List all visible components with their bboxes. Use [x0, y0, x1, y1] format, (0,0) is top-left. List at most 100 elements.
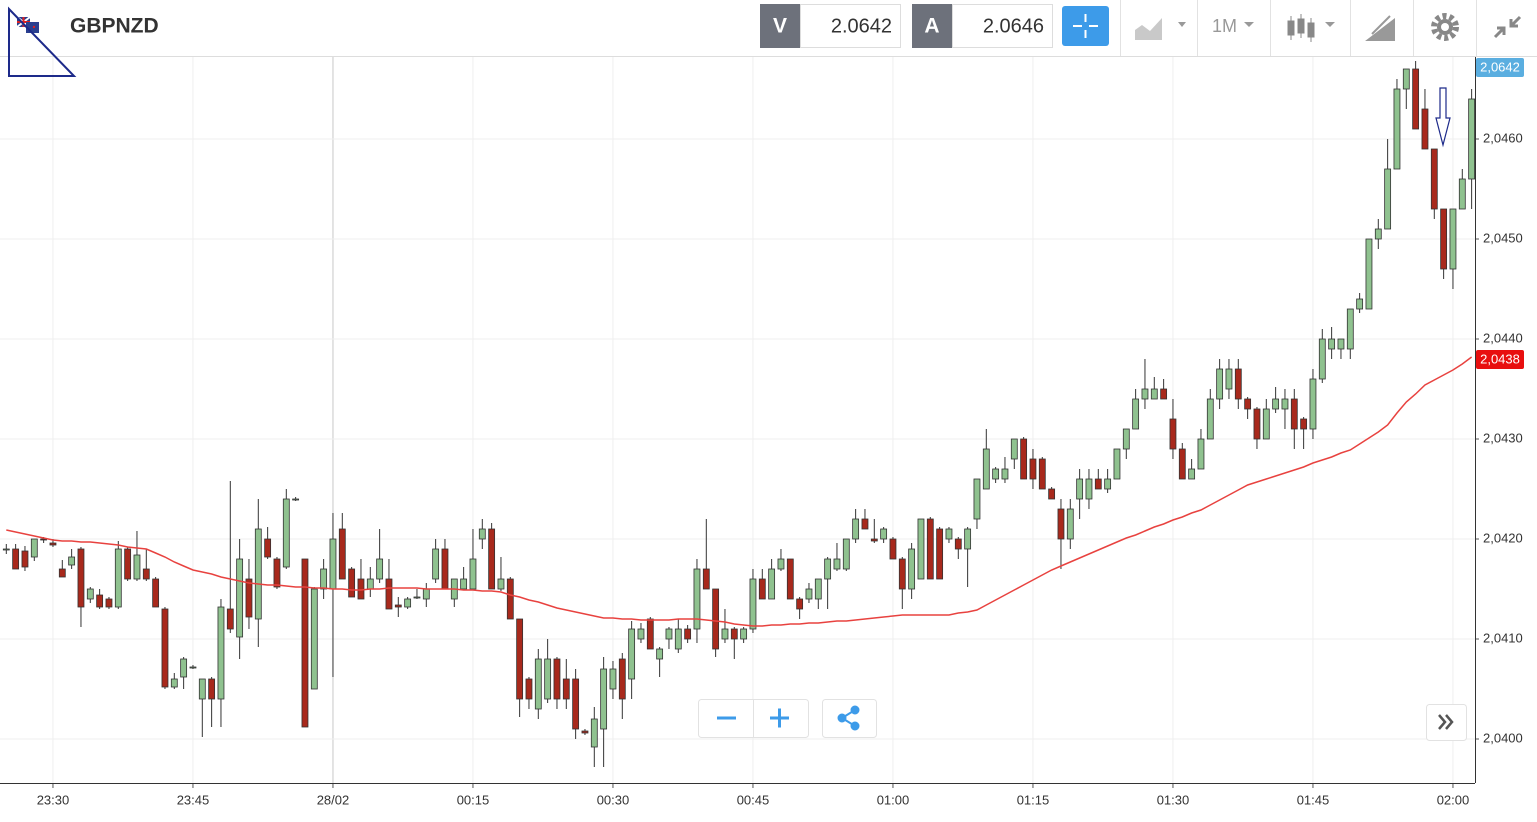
- crosshair-icon: [1073, 14, 1098, 38]
- settings-button[interactable]: [1431, 13, 1459, 41]
- candle-body: [1066, 508, 1074, 540]
- candle-body: [1048, 488, 1056, 500]
- x-tick-label: 02:00: [1437, 792, 1470, 807]
- candle-body: [441, 548, 449, 590]
- x-tick-label: 00:45: [737, 792, 770, 807]
- share-button[interactable]: [837, 705, 860, 731]
- candle-body: [917, 518, 925, 580]
- candle-body: [161, 608, 169, 688]
- candle-body: [236, 558, 244, 638]
- candle-body: [954, 538, 962, 550]
- timeframe[interactable]: 1M: [1212, 16, 1237, 36]
- candle-body: [1318, 338, 1326, 380]
- candle-body: [310, 588, 318, 690]
- y-tick-label: 2,0420: [1483, 530, 1523, 545]
- candle-body: [1281, 398, 1289, 410]
- candle-body: [880, 528, 888, 540]
- separators: [1120, 0, 1477, 56]
- candle-body: [833, 558, 841, 570]
- scroll-right-button[interactable]: [1438, 714, 1454, 730]
- candle-body: [590, 718, 598, 748]
- candle-body: [86, 588, 94, 600]
- candle-body: [1402, 68, 1410, 90]
- candle-body: [964, 528, 972, 550]
- y-tick-label: 2,0450: [1483, 230, 1523, 245]
- ask-button[interactable]: [912, 4, 952, 48]
- bid-button[interactable]: [760, 4, 800, 48]
- candle-body: [77, 548, 85, 608]
- candle-body: [1328, 338, 1336, 350]
- candle-body: [572, 678, 580, 730]
- collapse-button[interactable]: [1493, 15, 1522, 39]
- candle-body: [609, 668, 617, 690]
- candle-body: [1113, 448, 1121, 480]
- candle-body: [1272, 398, 1280, 410]
- x-tick-label: 01:45: [1297, 792, 1330, 807]
- candle-body: [254, 528, 262, 620]
- candle-body: [282, 498, 290, 568]
- candle-body: [245, 578, 253, 618]
- candle-body: [712, 588, 720, 650]
- candle-body: [506, 578, 514, 620]
- candle-body: [152, 578, 160, 608]
- candle-body: [58, 568, 66, 578]
- candle-body: [861, 518, 869, 530]
- candle-body: [1094, 478, 1102, 490]
- zoom-controls: [698, 699, 1467, 741]
- candle-body: [992, 468, 1000, 480]
- y-tick-label: 2,0400: [1483, 730, 1523, 745]
- candle-body: [973, 478, 981, 520]
- candle-body: [740, 628, 748, 640]
- candle-body: [1412, 68, 1420, 130]
- candle-body: [170, 678, 178, 688]
- candle-body: [40, 538, 48, 541]
- candle-body: [1290, 398, 1298, 430]
- candle-body: [1178, 448, 1186, 480]
- x-tick-label: 00:30: [597, 792, 630, 807]
- scroll-right-box: [1426, 704, 1467, 741]
- x-tick-label: 01:00: [877, 792, 910, 807]
- candle-body: [264, 538, 272, 558]
- candle-body: [758, 578, 766, 600]
- candle-body: [478, 528, 486, 540]
- x-tick-label: 01:15: [1017, 792, 1050, 807]
- candle-body: [1085, 478, 1093, 500]
- zoom-in-button[interactable]: [770, 708, 789, 728]
- x-tick-label: 00:15: [457, 792, 490, 807]
- price-tag: 2,0642: [1480, 59, 1520, 74]
- candle-body: [982, 448, 990, 490]
- candle-body: [142, 568, 150, 580]
- candle-body: [628, 628, 636, 680]
- candle-type-button[interactable]: [1287, 14, 1335, 42]
- toolbar: GBPNZD V 2.0642 A 2.0646 1M: [0, 0, 1537, 77]
- bid-label: V: [773, 15, 787, 38]
- candle-body: [693, 568, 701, 630]
- candle-body: [1393, 88, 1401, 170]
- candle-body: [338, 528, 346, 580]
- candle-body: [534, 658, 542, 710]
- candle-body: [1169, 418, 1177, 450]
- candle-body: [656, 648, 664, 660]
- x-tick-label: 23:45: [177, 792, 210, 807]
- candle-body: [301, 558, 309, 728]
- candle-body: [525, 678, 533, 700]
- candle-body: [1458, 178, 1466, 210]
- candle-body: [1197, 438, 1205, 470]
- candle-body: [1365, 238, 1373, 310]
- candle-body: [842, 538, 850, 570]
- ma-tag: 2,0438: [1480, 351, 1520, 366]
- drawing-button[interactable]: [1365, 15, 1395, 41]
- candle-body: [824, 558, 832, 580]
- candle-body: [1057, 508, 1065, 540]
- crosshair-button[interactable]: [1062, 6, 1109, 46]
- candle-body: [1206, 398, 1214, 440]
- candle-body: [432, 548, 440, 580]
- candle-body: [908, 548, 916, 590]
- moving-average-line: [6, 356, 1473, 627]
- candle-body: [1122, 428, 1130, 450]
- candle-body: [1468, 98, 1476, 180]
- candle-body: [544, 658, 552, 700]
- candle-body: [226, 608, 234, 630]
- candle-body: [180, 658, 188, 678]
- chart-type-button[interactable]: [1135, 18, 1186, 40]
